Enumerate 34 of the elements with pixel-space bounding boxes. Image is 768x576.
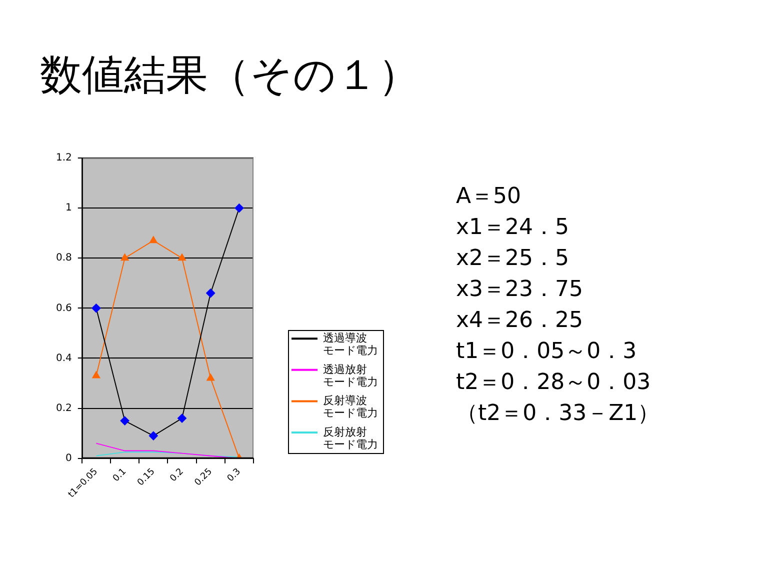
y-tick-label: 0.8 <box>56 252 72 264</box>
legend-label: 反射放射モード電力 <box>323 425 378 452</box>
y-tick-label: 0.6 <box>56 302 72 314</box>
point <box>92 304 101 313</box>
text: t2＝0．28～0．03 <box>456 369 652 397</box>
legend-label: 透過導波モード電力 <box>323 331 378 358</box>
text: t1＝0．05～0．3 <box>456 338 638 366</box>
y-tick-label: 1 <box>66 202 72 214</box>
legend-label: 透過放射モード電力 <box>323 362 378 388</box>
point <box>206 374 215 381</box>
text: x2＝25．5 <box>456 245 570 273</box>
point <box>178 254 186 261</box>
point <box>178 414 186 423</box>
y-tick-label: 0 <box>66 452 72 464</box>
point <box>149 236 158 244</box>
text: （t2＝0．33－Z1） <box>456 400 660 428</box>
point <box>234 204 244 213</box>
point <box>206 288 216 298</box>
text: x1＝24．5 <box>456 214 570 242</box>
x-tick-label: 0.1 <box>111 466 129 484</box>
y-tick-label: 0.2 <box>56 402 72 414</box>
point <box>148 431 158 440</box>
point <box>120 254 129 261</box>
legend-label: 反射導波モード電力 <box>323 394 378 420</box>
point <box>92 371 100 378</box>
text: A＝50 <box>456 183 522 211</box>
text: x3＝23．75 <box>456 276 584 304</box>
x-tick-label: 0.2 <box>168 466 186 484</box>
point <box>120 416 130 426</box>
chart-title: 数値結果（その１） <box>40 49 420 101</box>
text: x4＝26．25 <box>456 307 584 335</box>
y-tick-label: 0.4 <box>56 352 72 364</box>
x-tick-label: 0.3 <box>226 466 243 484</box>
y-tick-label: 1.2 <box>56 152 72 164</box>
